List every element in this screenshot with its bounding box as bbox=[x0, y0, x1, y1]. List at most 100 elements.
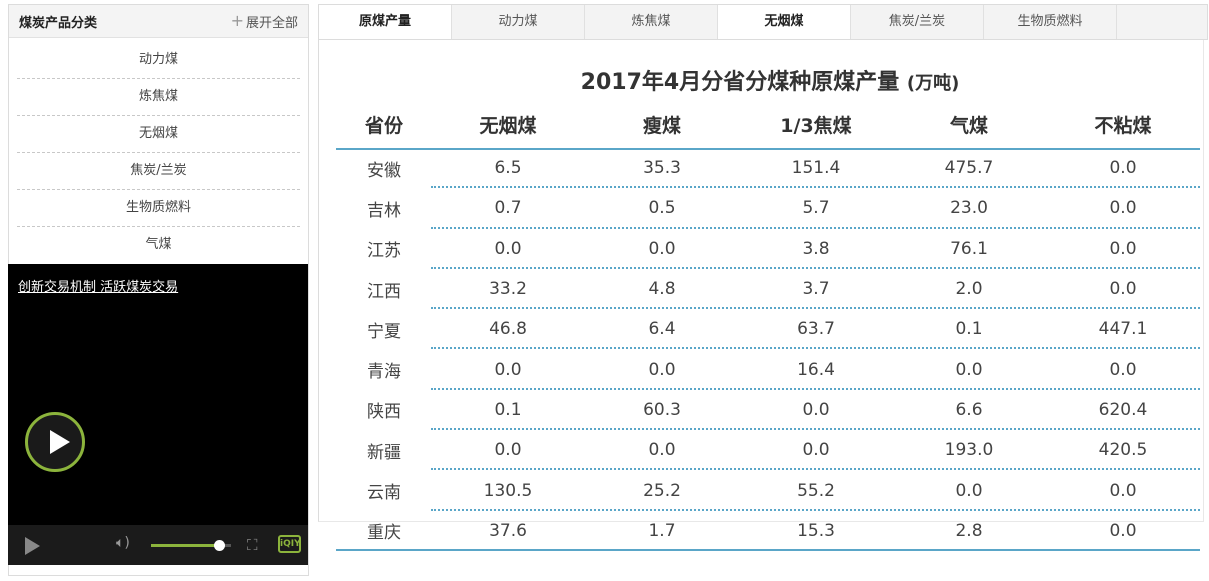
expand-all-button[interactable]: + 展开全部 bbox=[231, 12, 298, 31]
value-cell: 0.0 bbox=[955, 359, 983, 380]
column-header: 1/3焦煤 bbox=[780, 115, 852, 137]
tab-coke[interactable]: 焦炭/兰炭 bbox=[851, 5, 984, 39]
volume-knob[interactable] bbox=[214, 540, 225, 551]
value-cell: 0.1 bbox=[494, 399, 522, 420]
value-cell: 0.0 bbox=[1109, 279, 1137, 300]
province-cell: 吉林 bbox=[367, 200, 401, 221]
iqiyi-logo: iQIY bbox=[278, 535, 301, 553]
value-cell: 23.0 bbox=[950, 198, 988, 219]
value-cell: 0.0 bbox=[648, 440, 676, 461]
value-cell: 0.0 bbox=[648, 359, 676, 380]
value-cell: 46.8 bbox=[489, 319, 527, 340]
sidebar-item[interactable]: 焦炭/兰炭 bbox=[17, 153, 300, 190]
value-cell: 0.0 bbox=[955, 480, 983, 501]
table-row: 云南 130.5 25.2 55.2 0.0 0.0 bbox=[336, 470, 1200, 511]
tab-coking-coal[interactable]: 炼焦煤 bbox=[585, 5, 718, 39]
value-cell: 0.0 bbox=[494, 238, 522, 259]
content-panel bbox=[318, 40, 1204, 522]
value-cell: 0.1 bbox=[955, 319, 983, 340]
column-header: 省份 bbox=[364, 115, 403, 137]
video-caption-link[interactable]: 创新交易机制 活跃煤炭交易 bbox=[18, 280, 179, 295]
category-list: 动力煤 炼焦煤 无烟煤 焦炭/兰炭 生物质燃料 气煤 bbox=[9, 38, 308, 263]
tab-raw-coal[interactable]: 原煤产量 bbox=[319, 5, 452, 39]
province-cell: 青海 bbox=[367, 362, 401, 383]
value-cell: 3.8 bbox=[802, 238, 830, 259]
value-cell: 475.7 bbox=[944, 158, 994, 179]
table-header: 省份 无烟煤 瘦煤 1/3焦煤 气煤 不粘煤 bbox=[336, 108, 1200, 150]
province-cell: 重庆 bbox=[367, 523, 401, 544]
volume-icon[interactable]: 🔈︎) bbox=[116, 535, 130, 551]
tab-anthracite[interactable]: 无烟煤 bbox=[718, 5, 851, 39]
sidebar-item[interactable]: 动力煤 bbox=[17, 42, 300, 79]
sidebar-item[interactable]: 生物质燃料 bbox=[17, 190, 300, 227]
video-player[interactable]: 创新交易机制 活跃煤炭交易 🔈︎) ⛶ iQIY bbox=[8, 264, 308, 565]
table-row: 新疆 0.0 0.0 0.0 193.0 420.5 bbox=[336, 430, 1200, 471]
value-cell: 16.4 bbox=[797, 359, 835, 380]
fullscreen-icon[interactable]: ⛶ bbox=[247, 536, 258, 554]
value-cell: 2.0 bbox=[955, 279, 983, 300]
value-cell: 0.7 bbox=[494, 198, 522, 219]
value-cell: 420.5 bbox=[1098, 440, 1148, 461]
value-cell: 0.0 bbox=[802, 440, 830, 461]
value-cell: 0.0 bbox=[648, 238, 676, 259]
volume-fill bbox=[151, 544, 219, 547]
province-cell: 安徽 bbox=[367, 160, 401, 181]
table-row: 宁夏 46.8 6.4 63.7 0.1 447.1 bbox=[336, 309, 1200, 350]
volume-slider[interactable] bbox=[151, 540, 231, 551]
value-cell: 37.6 bbox=[489, 520, 527, 541]
province-cell: 陕西 bbox=[367, 402, 401, 423]
tab-biomass[interactable]: 生物质燃料 bbox=[984, 5, 1117, 39]
table-unit: (万吨) bbox=[906, 73, 960, 94]
sidebar-item[interactable]: 气煤 bbox=[145, 237, 172, 252]
value-cell: 25.2 bbox=[643, 480, 681, 501]
value-cell: 0.5 bbox=[648, 198, 676, 219]
value-cell: 5.7 bbox=[802, 198, 830, 219]
column-header: 不粘煤 bbox=[1094, 115, 1152, 137]
value-cell: 1.7 bbox=[648, 520, 676, 541]
value-cell: 35.3 bbox=[643, 158, 681, 179]
table-row: 江苏 0.0 0.0 3.8 76.1 0.0 bbox=[336, 229, 1200, 270]
value-cell: 3.7 bbox=[802, 279, 830, 300]
value-cell: 0.0 bbox=[1109, 158, 1137, 179]
table-title-text: 2017年4月分省分煤种原煤产量 bbox=[580, 70, 900, 95]
table-row: 重庆 37.6 1.7 15.3 2.8 0.0 bbox=[336, 511, 1200, 552]
table-row: 安徽 6.5 35.3 151.4 475.7 0.0 bbox=[336, 148, 1200, 189]
value-cell: 620.4 bbox=[1098, 399, 1148, 420]
table-row: 吉林 0.7 0.5 5.7 23.0 0.0 bbox=[336, 188, 1200, 229]
value-cell: 60.3 bbox=[643, 399, 681, 420]
expand-all-label: 展开全部 bbox=[245, 15, 298, 31]
value-cell: 151.4 bbox=[791, 158, 841, 179]
value-cell: 55.2 bbox=[797, 480, 835, 501]
value-cell: 0.0 bbox=[494, 359, 522, 380]
province-cell: 江苏 bbox=[367, 241, 401, 262]
province-cell: 新疆 bbox=[367, 442, 401, 463]
table-title: 2017年4月分省分煤种原煤产量 (万吨) bbox=[318, 64, 1209, 96]
play-icon[interactable] bbox=[25, 412, 85, 472]
value-cell: 0.0 bbox=[802, 399, 830, 420]
table-row: 江西 33.2 4.8 3.7 2.0 0.0 bbox=[336, 269, 1200, 310]
table-row: 陕西 0.1 60.3 0.0 6.6 620.4 bbox=[336, 390, 1200, 431]
sidebar-title: 煤炭产品分类 bbox=[19, 15, 98, 31]
small-play-icon[interactable] bbox=[25, 537, 40, 555]
value-cell: 33.2 bbox=[489, 279, 527, 300]
value-cell: 4.8 bbox=[648, 279, 676, 300]
value-cell: 15.3 bbox=[797, 520, 835, 541]
category-tabs: 原煤产量 动力煤 炼焦煤 无烟煤 焦炭/兰炭 生物质燃料 bbox=[318, 4, 1208, 40]
value-cell: 0.0 bbox=[1109, 198, 1137, 219]
plus-icon: + bbox=[230, 11, 244, 30]
video-controls: 🔈︎) ⛶ iQIY bbox=[8, 525, 308, 565]
province-cell: 江西 bbox=[367, 281, 401, 302]
value-cell: 447.1 bbox=[1098, 319, 1148, 340]
tab-thermal-coal[interactable]: 动力煤 bbox=[452, 5, 585, 39]
value-cell: 0.0 bbox=[1109, 359, 1137, 380]
value-cell: 6.6 bbox=[955, 399, 983, 420]
column-header: 气煤 bbox=[949, 115, 988, 137]
value-cell: 76.1 bbox=[950, 238, 988, 259]
sidebar-item[interactable]: 炼焦煤 bbox=[17, 79, 300, 116]
value-cell: 0.0 bbox=[1109, 520, 1137, 541]
province-cell: 宁夏 bbox=[367, 321, 401, 342]
value-cell: 193.0 bbox=[944, 440, 994, 461]
value-cell: 0.0 bbox=[1109, 480, 1137, 501]
value-cell: 63.7 bbox=[797, 319, 835, 340]
sidebar-item[interactable]: 无烟煤 bbox=[17, 116, 300, 153]
